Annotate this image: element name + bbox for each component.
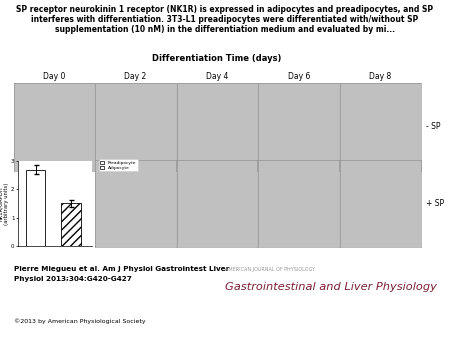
Bar [61, 203, 81, 246]
Text: AMERICAN JOURNAL OF PHYSIOLOGY: AMERICAN JOURNAL OF PHYSIOLOGY [225, 267, 315, 272]
Text: interferes with differentiation. 3T3-L1 preadipocytes were differentiated with/w: interferes with differentiation. 3T3-L1 … [32, 15, 419, 24]
Text: Day 8: Day 8 [369, 72, 392, 81]
Text: SP receptor neurokinin 1 receptor (NK1R) is expressed in adipocytes and preadipo: SP receptor neurokinin 1 receptor (NK1R)… [17, 5, 433, 14]
Text: - SP: - SP [426, 122, 441, 131]
Text: Differentiation Time (days): Differentiation Time (days) [153, 53, 282, 63]
Text: Day 6: Day 6 [288, 72, 310, 81]
Text: + SP: + SP [426, 199, 444, 208]
Text: ©2013 by American Physiological Society: ©2013 by American Physiological Society [14, 319, 145, 324]
Text: Day 2: Day 2 [124, 72, 147, 81]
Text: Day 4: Day 4 [206, 72, 228, 81]
Text: Physiol 2013;304:G420-G427: Physiol 2013;304:G420-G427 [14, 276, 131, 282]
Legend: Preadipocyte, Adipocyte: Preadipocyte, Adipocyte [99, 159, 138, 171]
Text: Gastrointestinal and Liver Physiology: Gastrointestinal and Liver Physiology [225, 282, 437, 292]
Text: Pierre Miegueu et al. Am J Physiol Gastrointest Liver: Pierre Miegueu et al. Am J Physiol Gastr… [14, 266, 229, 272]
Text: Day 0: Day 0 [43, 72, 65, 81]
Text: supplementation (10 nM) in the differentiation medium and evaluated by mi...: supplementation (10 nM) in the different… [55, 25, 395, 34]
Bar [26, 170, 45, 246]
Y-axis label: NK1R/GAPDH
(arbitrary units): NK1R/GAPDH (arbitrary units) [0, 182, 9, 225]
